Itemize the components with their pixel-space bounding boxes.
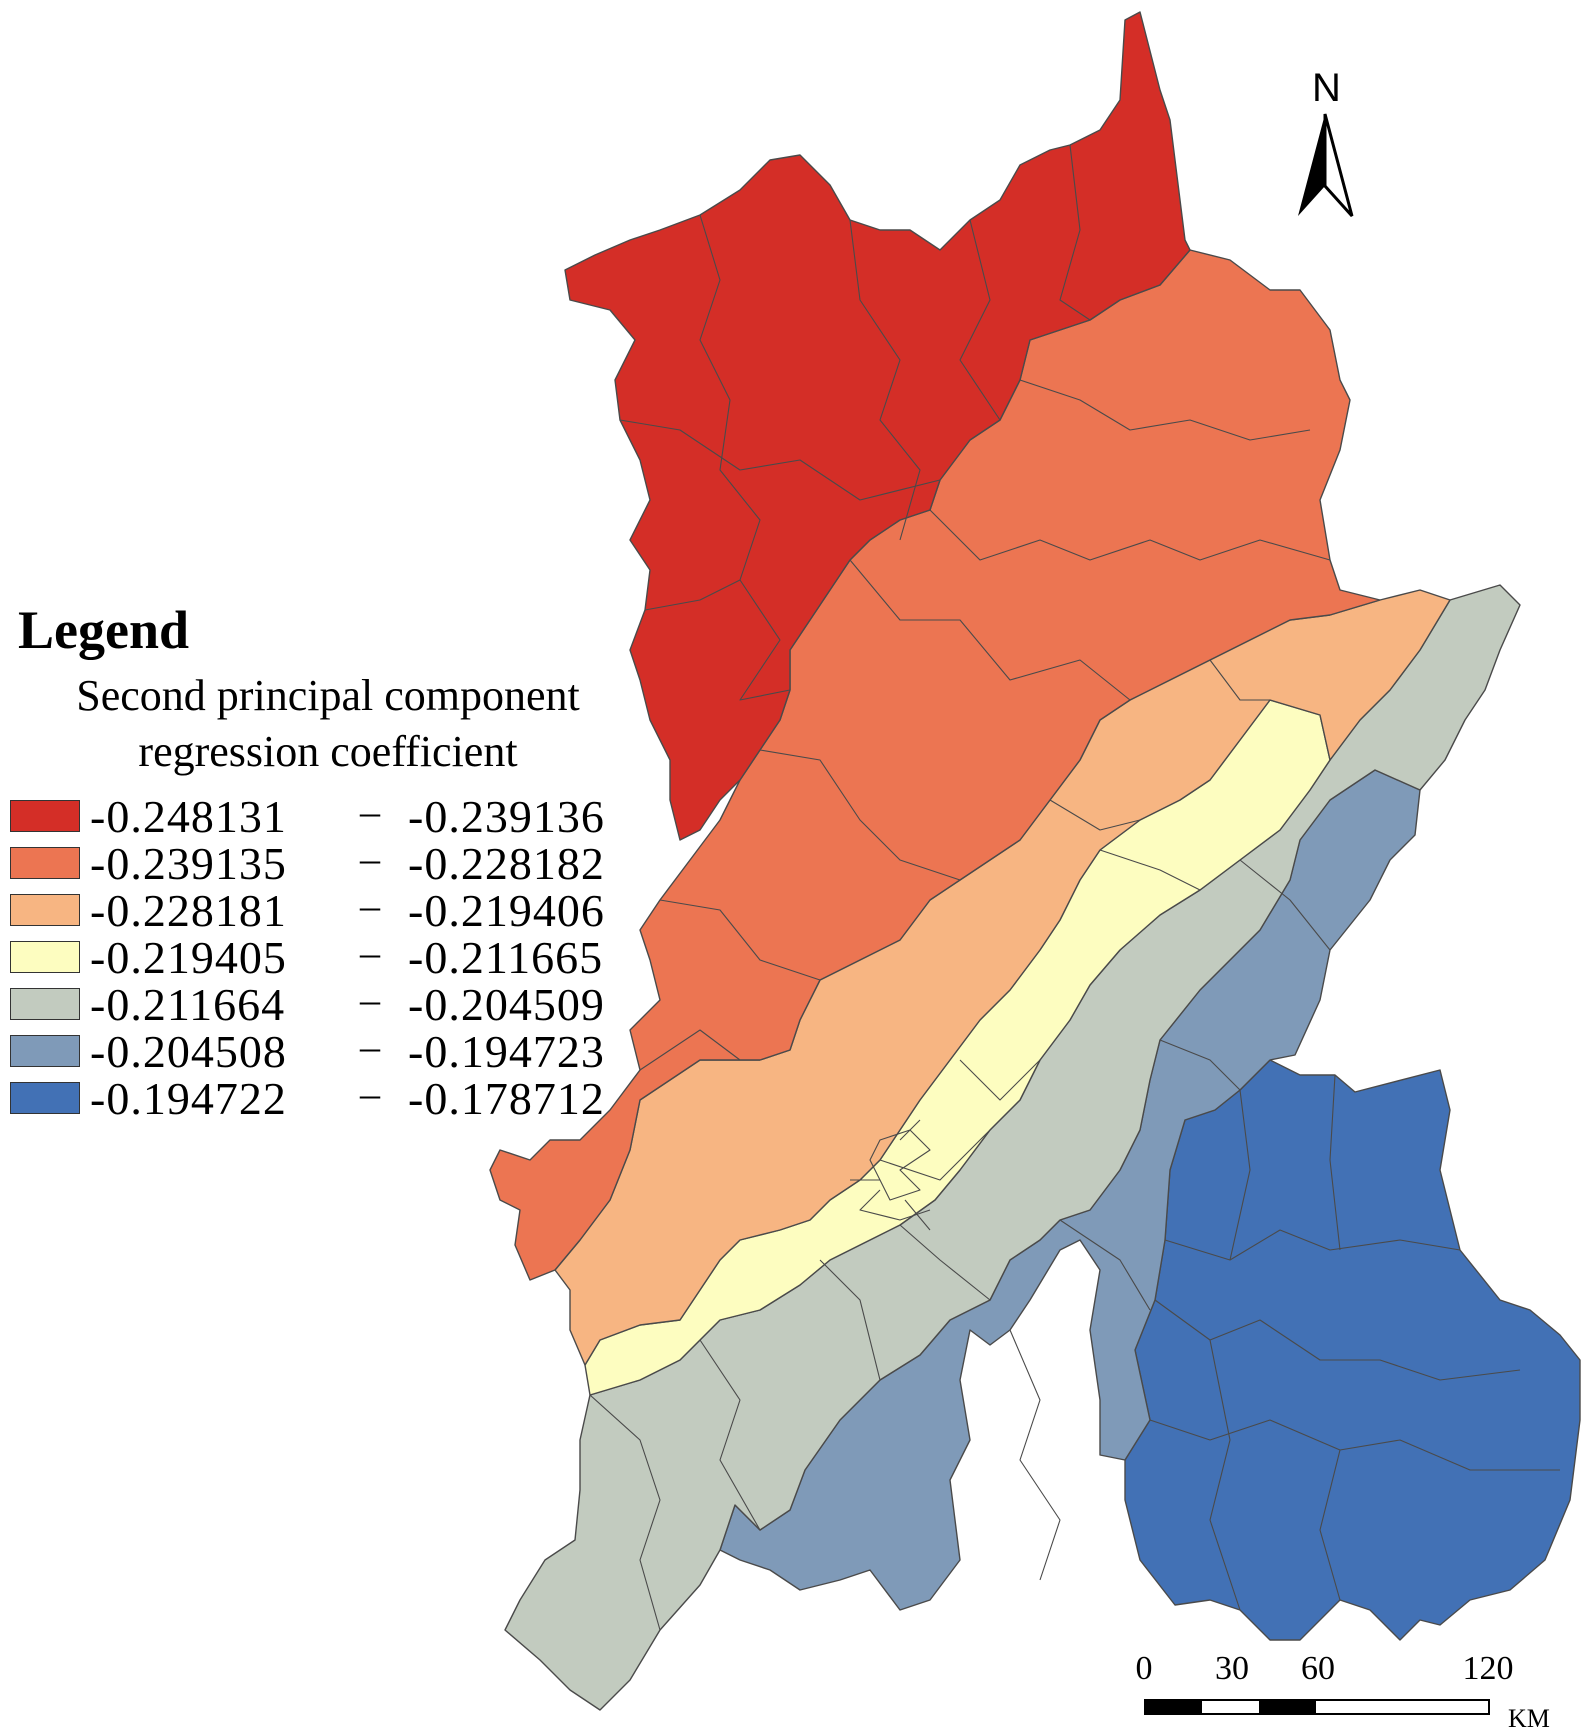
legend-subtitle-line2: regression coefficient — [138, 727, 518, 776]
legend-separator: – — [360, 789, 380, 834]
legend-row: -0.219405 – -0.211665 — [8, 930, 658, 983]
legend-swatch — [10, 1035, 80, 1067]
legend-swatch — [10, 847, 80, 879]
region-class-7 — [1124, 1059, 1581, 1641]
scale-tick: 30 — [1215, 1650, 1249, 1687]
legend-high-value: -0.211665 — [408, 932, 604, 983]
legend-high-value: -0.219406 — [408, 885, 605, 936]
legend-title: Legend — [18, 600, 190, 660]
scale-unit: KM — [1508, 1704, 1550, 1733]
legend-row: -0.228181 – -0.219406 — [8, 883, 658, 936]
legend-swatch — [10, 941, 80, 973]
legend-high-value: -0.194723 — [408, 1026, 605, 1077]
legend-separator: – — [360, 977, 380, 1022]
legend-low-value: -0.219405 — [90, 932, 287, 983]
scale-tick: 120 — [1462, 1650, 1514, 1687]
legend-low-value: -0.248131 — [90, 791, 287, 842]
north-arrow-icon — [1298, 113, 1354, 218]
legend-high-value: -0.178712 — [408, 1073, 605, 1124]
legend-low-value: -0.194722 — [90, 1073, 287, 1124]
legend-separator: – — [360, 1024, 380, 1069]
scale-bar-graphic — [1144, 1699, 1490, 1715]
legend-high-value: -0.239136 — [408, 791, 605, 842]
legend-row: -0.194722 – -0.178712 — [8, 1071, 658, 1124]
legend-low-value: -0.239135 — [90, 838, 287, 889]
legend-low-value: -0.211664 — [90, 979, 286, 1030]
legend-separator: – — [360, 883, 380, 928]
scale-bar: 0 30 60 120 — [1130, 1650, 1550, 1720]
legend-high-value: -0.204509 — [408, 979, 605, 1030]
legend-separator: – — [360, 1071, 380, 1116]
legend-separator: – — [360, 836, 380, 881]
region-class-1 — [564, 11, 1191, 841]
legend-row: -0.239135 – -0.228182 — [8, 836, 658, 889]
legend-subtitle-line1: Second principal component — [76, 671, 580, 720]
legend-swatch — [10, 894, 80, 926]
legend-swatch — [10, 800, 80, 832]
legend-subtitle: Second principal component regression co… — [8, 668, 648, 780]
legend-low-value: -0.204508 — [90, 1026, 287, 1077]
legend-rows: -0.248131 – -0.239136 -0.239135 – -0.228… — [8, 789, 658, 1124]
legend-separator: – — [360, 930, 380, 975]
north-label: N — [1312, 66, 1341, 110]
legend-row: -0.211664 – -0.204509 — [8, 977, 658, 1030]
legend-swatch — [10, 988, 80, 1020]
legend: Legend Second principal component regres… — [8, 598, 658, 1124]
legend-row: -0.248131 – -0.239136 — [8, 789, 658, 842]
district-boundaries — [589, 144, 1560, 1631]
legend-low-value: -0.228181 — [90, 885, 287, 936]
legend-swatch — [10, 1082, 80, 1114]
legend-high-value: -0.228182 — [408, 838, 605, 889]
legend-row: -0.204508 – -0.194723 — [8, 1024, 658, 1077]
scale-tick: 60 — [1301, 1650, 1335, 1687]
scale-tick: 0 — [1135, 1650, 1153, 1687]
